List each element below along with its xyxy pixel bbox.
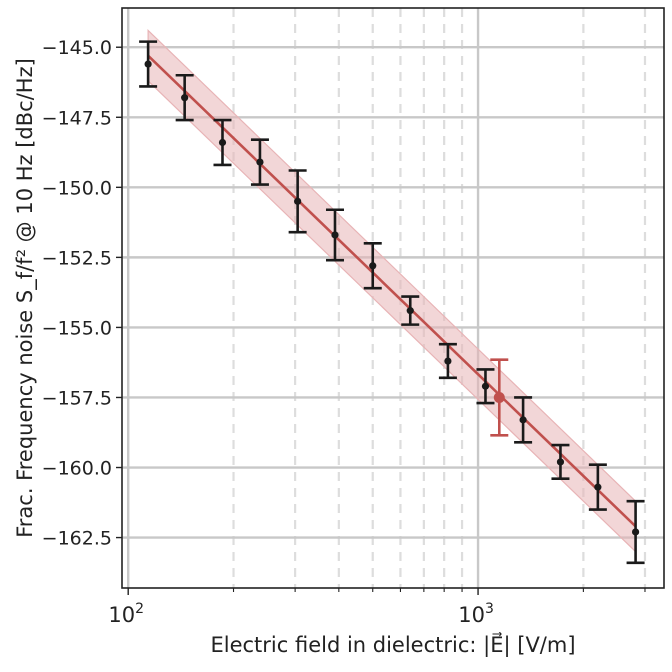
data-point [401,295,420,326]
marker [556,458,565,466]
data-point [588,463,607,511]
y-tick-label: −155.0 [42,317,112,339]
y-tick-label: −152.5 [42,247,112,269]
x-tick-labels: 102 103 [108,601,494,627]
x-tick-label-base: 10 [458,603,485,627]
data-point [250,138,269,186]
data-point [626,499,645,565]
y-tick-label: −145.0 [42,37,112,59]
marker [331,231,339,239]
y-tick-label: −147.5 [42,107,112,129]
marker [493,391,505,403]
data-point [213,118,232,167]
data-point [551,443,570,481]
data-point [438,342,457,380]
marker [144,60,152,68]
fit-line [147,54,637,528]
y-tick-label: −162.5 [42,528,112,550]
marker [444,357,452,365]
marker [294,197,302,205]
x-tick-label: 102 [108,601,144,627]
y-axis-label: Frac. Frequency noise S_f/f² @ 10 Hz [dB… [13,58,38,538]
y-tick-label: −160.0 [42,458,112,480]
data-points-layer [139,40,645,565]
fit-line-layer [147,54,637,528]
marker [256,158,264,166]
data-point [288,169,307,234]
marker [519,416,527,424]
y-tick-label: −150.0 [42,177,112,199]
x-tick-label-exponent: 3 [485,601,494,617]
x-axis-label: Electric field in dielectric: |E⃗| [V/m] [210,632,575,658]
marker [218,138,227,147]
marker [369,262,377,270]
data-point [363,242,382,290]
data-point [175,73,194,122]
marker [631,528,640,536]
x-tick-label: 103 [458,601,494,627]
marker [181,94,189,102]
plot-frame [121,7,665,589]
marker [406,307,414,315]
x-tick-label-base: 10 [108,603,135,627]
y-tick-labels: −145.0 −147.5 −150.0 −152.5 −155.0 −157.5 −160… [42,37,112,549]
highlight-data-point [490,358,509,437]
data-point [139,40,158,88]
y-tick-label: −157.5 [42,387,112,409]
data-point [476,368,495,405]
x-tick-label-exponent: 2 [135,601,144,617]
data-point [325,208,344,262]
axis-ticks [116,46,646,595]
marker [481,382,490,390]
data-point [514,396,533,444]
marker [594,483,602,491]
